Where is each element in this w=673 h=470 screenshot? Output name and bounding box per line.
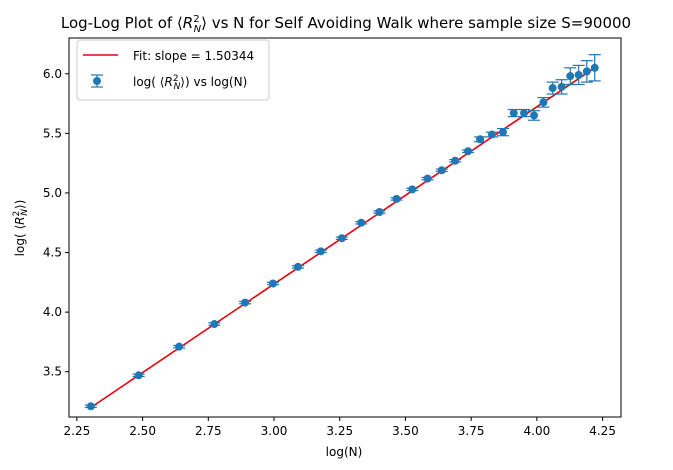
data-marker	[293, 262, 302, 271]
x-tick-label: 3.75	[458, 424, 485, 438]
data-marker	[464, 147, 473, 156]
legend-fit-label: Fit: slope = 1.50344	[133, 49, 254, 63]
data-point	[406, 185, 419, 194]
data-marker	[548, 84, 557, 93]
data-point	[266, 279, 279, 288]
data-marker	[175, 342, 184, 351]
data-point	[373, 208, 386, 217]
data-point	[588, 54, 601, 82]
plot-frame	[68, 37, 622, 418]
data-point	[84, 402, 97, 411]
data-marker	[423, 174, 432, 183]
y-tick-label: 5.5	[43, 126, 62, 140]
data-marker	[509, 109, 518, 118]
data-point	[572, 64, 585, 86]
legend-data-label: log( ⟨R2 N⟩) vs log(N)	[133, 74, 247, 92]
data-point	[474, 135, 487, 144]
legend-data-swatch	[91, 74, 103, 88]
data-marker	[316, 247, 325, 256]
data-point	[564, 67, 577, 86]
data-point	[421, 174, 434, 183]
data-marker	[134, 371, 143, 380]
x-tick-label: 2.75	[195, 424, 222, 438]
x-tick-label: 3.25	[326, 424, 353, 438]
x-tick-label: 3.00	[261, 424, 288, 438]
data-marker	[375, 208, 384, 217]
data-marker	[392, 194, 401, 203]
data-marker	[451, 156, 460, 165]
data-point	[496, 127, 509, 137]
y-axis: 3.5 4.0 4.5 5.0 5.5 6.0	[43, 67, 69, 379]
data-point	[555, 79, 568, 95]
data-marker	[487, 130, 496, 139]
data-point	[314, 247, 327, 256]
data-marker	[86, 402, 95, 411]
data-point	[208, 320, 221, 329]
data-point	[435, 166, 448, 175]
x-axis-label: log(N)	[326, 445, 363, 459]
data-marker	[574, 70, 583, 79]
chart-title: Log-Log Plot of ⟨R2 N⟩ vs N for Self Avoi…	[61, 14, 631, 35]
y-tick-label: 6.0	[43, 67, 62, 81]
x-tick-label: 4.00	[524, 424, 551, 438]
legend-box	[76, 39, 270, 101]
y-tick-label: 4.5	[43, 246, 62, 260]
y-tick-label: 5.0	[43, 186, 62, 200]
data-point	[485, 130, 498, 139]
data-point	[173, 342, 186, 351]
data-marker	[529, 111, 538, 120]
data-point	[239, 298, 252, 307]
data-marker	[268, 279, 277, 288]
points-layer	[84, 54, 601, 411]
data-marker	[408, 185, 417, 194]
x-tick-label: 4.25	[589, 424, 616, 438]
data-marker	[437, 166, 446, 175]
data-marker	[539, 98, 548, 107]
x-tick-label: 3.50	[392, 424, 419, 438]
data-point	[291, 262, 304, 271]
data-point	[507, 108, 520, 118]
data-marker	[241, 298, 250, 307]
y-axis-label: log( ⟨R2N⟩)	[12, 200, 30, 257]
data-marker	[557, 82, 566, 91]
data-marker	[357, 218, 366, 227]
data-point	[132, 371, 145, 380]
data-marker	[476, 135, 485, 144]
data-point	[518, 108, 531, 118]
data-point	[462, 147, 475, 156]
y-axis-label-group: log( ⟨R2N⟩)	[12, 200, 30, 257]
data-point	[449, 156, 462, 165]
data-marker	[520, 109, 529, 118]
x-axis: 2.25 2.50 2.75 3.00 3.25 3.50 3.75 4.00 4.25	[64, 417, 616, 438]
data-marker	[210, 320, 219, 329]
data-point	[355, 218, 368, 227]
data-point	[580, 60, 593, 83]
y-tick-label: 4.0	[43, 305, 62, 319]
data-marker	[582, 67, 591, 76]
data-point	[335, 234, 348, 243]
plot-area	[84, 54, 601, 411]
y-tick-label: 3.5	[43, 365, 62, 379]
data-marker	[566, 72, 575, 81]
data-marker	[337, 234, 346, 243]
data-point	[527, 110, 540, 121]
legend: Fit: slope = 1.50344 log( ⟨R2 N⟩) vs log(…	[76, 39, 270, 101]
data-marker	[498, 128, 507, 137]
x-tick-label: 2.50	[129, 424, 156, 438]
x-tick-label: 2.25	[64, 424, 91, 438]
data-point	[390, 194, 403, 203]
data-point	[537, 96, 550, 108]
data-marker	[590, 63, 599, 72]
